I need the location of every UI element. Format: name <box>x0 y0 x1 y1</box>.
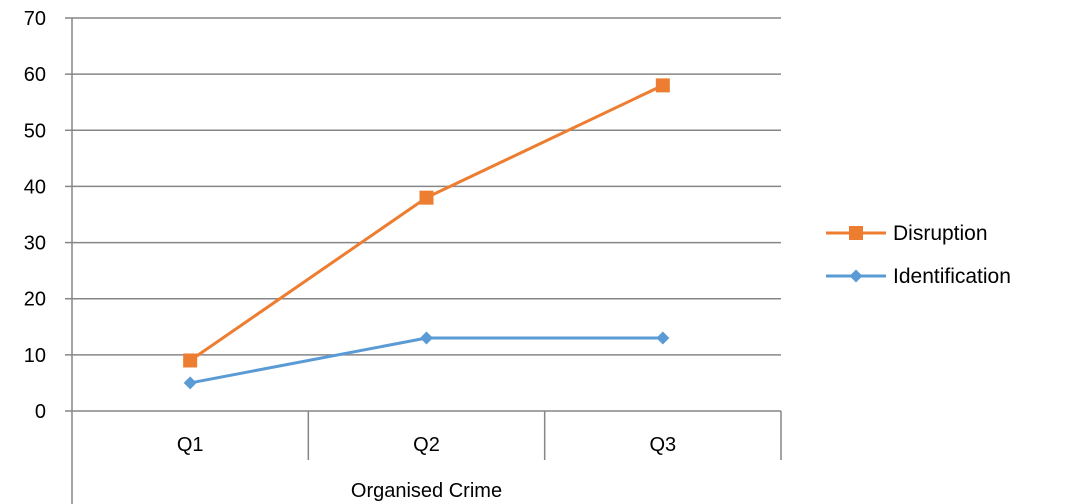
legend-label-disruption: Disruption <box>893 222 988 245</box>
x-tick-label-Q2: Q2 <box>413 434 440 456</box>
axes <box>65 17 782 504</box>
legend-label-identification: Identification <box>893 265 1011 288</box>
data-point-disruption-q1 <box>183 353 198 368</box>
y-tick-label-30: 30 <box>24 233 46 255</box>
legend-marker-disruption <box>849 226 863 240</box>
y-tick-label-10: 10 <box>24 345 46 367</box>
data-point-disruption-q2 <box>419 190 434 205</box>
y-tick-label-50: 50 <box>24 120 46 142</box>
y-tick-label-0: 0 <box>35 401 46 423</box>
y-tick-label-40: 40 <box>24 176 46 198</box>
y-tick-label-70: 70 <box>24 8 46 30</box>
gridlines <box>72 17 781 356</box>
legend-marker-identification <box>849 269 863 283</box>
data-point-disruption-q3 <box>655 78 670 93</box>
data-point-identification-q1 <box>183 376 197 390</box>
tick-labels: 0 10 20 30 40 50 60 70 Q1 Q2 Q3 <box>24 8 676 456</box>
series-lines <box>183 78 670 390</box>
data-point-identification-q2 <box>420 331 433 345</box>
series-line-identification <box>189 336 663 385</box>
data-point-identification-q3 <box>656 331 670 345</box>
x-group-label: Organised Crime <box>351 480 502 502</box>
x-tick-label-Q3: Q3 <box>649 434 676 456</box>
x-tick-label-Q1: Q1 <box>177 434 204 456</box>
y-tick-label-60: 60 <box>24 64 46 86</box>
y-tick-label-20: 20 <box>24 289 46 311</box>
series-line-disruption <box>189 84 664 362</box>
legend: Disruption Identification <box>826 222 1011 288</box>
